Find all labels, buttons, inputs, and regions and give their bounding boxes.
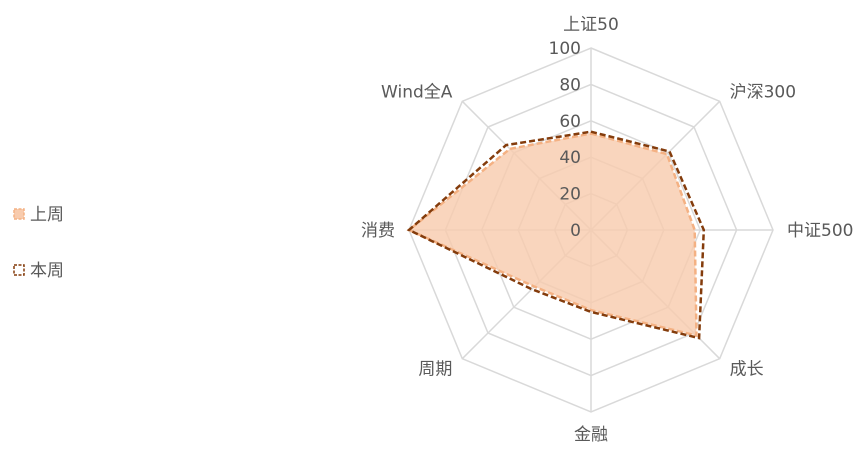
axis-label-2: 沪深300	[730, 82, 796, 102]
tick-label-0: 0	[570, 221, 581, 241]
tick-label-40: 40	[559, 148, 581, 168]
axis-label-4: 成长	[730, 360, 764, 380]
axis-label-1: 上证50	[563, 15, 619, 35]
axis-label-8: Wind全A	[381, 82, 453, 102]
axis-label-3: 中证500	[787, 221, 853, 241]
legend-label-this-week: 本周	[30, 261, 64, 281]
tick-label-100: 100	[549, 39, 581, 59]
tick-label-60: 60	[559, 112, 581, 132]
legend-swatch-this-week	[14, 265, 24, 275]
radar-series	[409, 132, 704, 339]
tick-label-20: 20	[559, 185, 581, 205]
tick-label-80: 80	[559, 75, 581, 95]
series-last-week	[409, 134, 697, 336]
legend-swatch-last-week	[14, 209, 24, 219]
legend-label-last-week: 上周	[30, 205, 64, 225]
axis-label-6: 周期	[418, 360, 452, 380]
axis-label-7: 消费	[361, 221, 395, 241]
axis-label-5: 金融	[574, 425, 608, 445]
